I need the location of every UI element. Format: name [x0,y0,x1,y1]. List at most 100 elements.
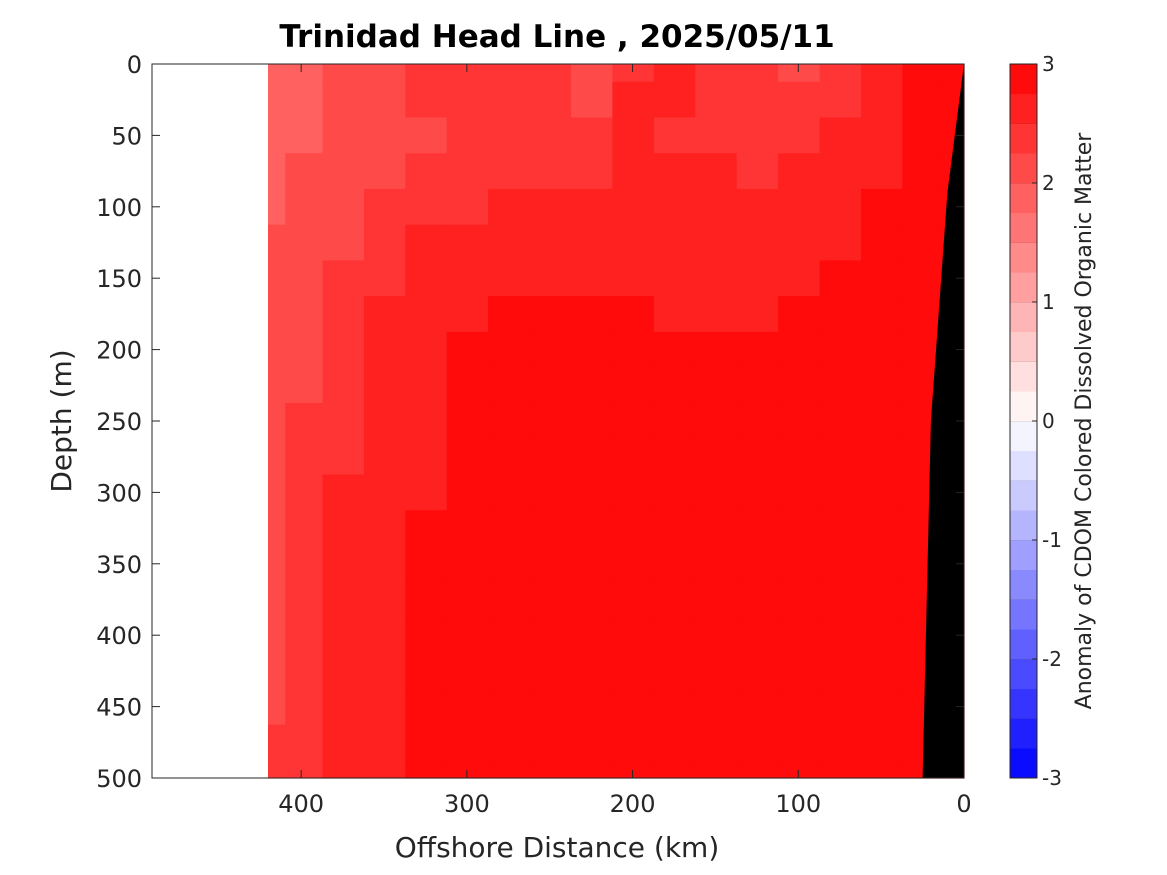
heatmap-cell [819,296,861,333]
heatmap-cell [653,474,696,511]
heatmap-cell [777,153,820,190]
heatmap-cell [819,81,861,119]
heatmap-cell [363,296,406,333]
heatmap-cell [268,724,286,761]
heatmap-cell [268,403,286,440]
heatmap-cell [777,510,820,547]
heatmap-cell [653,617,696,654]
heatmap-cell [363,81,406,119]
heatmap-cell [446,653,489,690]
heatmap-cell [901,64,944,83]
x-axis: 400 300 200 100 0 [278,64,972,818]
colorbar-tick-label: 3 [1042,52,1055,76]
heatmap-cell [777,581,820,618]
heatmap-cell [611,260,654,297]
heatmap-cell [446,403,489,440]
heatmap-cell [363,474,406,511]
heatmap-cell [446,474,489,511]
heatmap-cell [777,760,820,779]
colorbar-band [1010,361,1037,392]
heatmap-cell [446,224,489,261]
heatmap-cell [570,81,613,119]
heatmap-cell [736,331,779,369]
heatmap-cell [321,474,364,511]
heatmap-cell [446,117,489,154]
heatmap-cell [653,724,696,761]
heatmap-cell [694,153,737,190]
heatmap-cell [736,224,779,261]
heatmap-cell [611,367,654,404]
x-tick-label: 200 [610,790,656,818]
y-tick-label: 500 [96,765,142,793]
heatmap-cell [284,224,323,261]
heatmap-cell [901,153,944,190]
heatmap-cell [284,760,323,779]
heatmap-cell [819,438,861,476]
heatmap-cell [284,581,323,618]
heatmap-cell [284,403,323,440]
colorbar-label: Anomaly of CDOM Colored Dissolved Organi… [1072,132,1097,710]
heatmap-cell [694,260,737,297]
heatmap-cell [570,367,613,404]
heatmap-cell [736,188,779,226]
colorbar-band [1010,302,1037,333]
colorbar-band [1010,480,1037,511]
heatmap-cell [611,296,654,333]
heatmap-cell [404,117,447,154]
heatmap-cell [404,653,447,690]
heatmap-cell [570,117,613,154]
heatmap-cell [611,510,654,547]
y-tick-label: 350 [96,551,142,579]
heatmap-cell [736,510,779,547]
heatmap-cell [487,474,530,511]
heatmap-cell [446,688,489,726]
y-axis: 0 50 100 150 200 250 300 350 400 450 500 [96,51,964,793]
heatmap-cell [860,367,903,404]
heatmap-cell [446,546,489,583]
heatmap-cell [363,64,406,83]
heatmap-cell [653,188,696,226]
heatmap-cell [736,296,779,333]
heatmap-cell [284,474,323,511]
colorbar-band [1010,64,1037,95]
heatmap-cell [487,546,530,583]
y-tick-label: 200 [96,337,142,365]
x-tick-label: 300 [444,790,490,818]
heatmap-cell [284,260,323,297]
heatmap-cell [529,367,571,404]
colorbar-band [1010,599,1037,630]
heatmap-cell [777,403,820,440]
heatmap-cell [777,224,820,261]
heatmap-cell [570,188,613,226]
colorbar-tick-label: 0 [1042,409,1055,433]
heatmap-cell [694,403,737,440]
heatmap-cell [487,331,530,369]
heatmap-cell [404,688,447,726]
heatmap-cell [529,403,571,440]
heatmap-cell [611,188,654,226]
colorbar-band [1010,688,1037,719]
heatmap-cell [284,296,323,333]
heatmap-cell [777,546,820,583]
heatmap-cell [819,367,861,404]
colorbar-band [1010,540,1037,571]
colorbar-tick-label: 2 [1042,171,1055,195]
heatmap-cell [694,296,737,333]
heatmap-cell [404,617,447,654]
heatmap-cell [321,546,364,583]
heatmap-cell [860,760,903,779]
heatmap-cell [570,760,613,779]
heatmap-cell [487,438,530,476]
heatmap-cell [321,510,364,547]
heatmap-cell [736,117,779,154]
heatmap-cell [943,64,965,83]
heatmap-cell [363,438,406,476]
heatmap-cell [819,688,861,726]
heatmap-cell [529,438,571,476]
heatmap-cell [446,153,489,190]
heatmap-cell [487,617,530,654]
heatmap-cell [529,224,571,261]
heatmap-cell [487,724,530,761]
heatmap-cell [404,224,447,261]
heatmap-cell [404,760,447,779]
